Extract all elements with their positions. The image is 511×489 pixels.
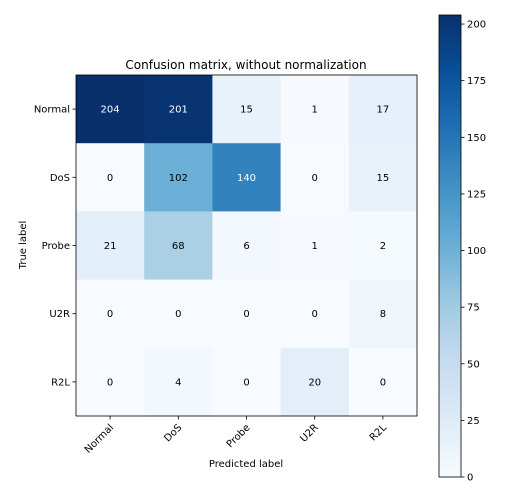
- cell-value-label: 0: [107, 309, 113, 320]
- heatmap-cell: [280, 211, 350, 280]
- cell-value-label: 140: [237, 173, 256, 184]
- cell-value-label: 2: [380, 241, 386, 252]
- heatmap-cell: [212, 143, 281, 212]
- heatmap-cell: [76, 211, 145, 280]
- chart-title: Confusion matrix, without normalization: [125, 58, 366, 72]
- heatmap-cell: [212, 211, 281, 280]
- heatmap-cell: [76, 347, 145, 417]
- colorbar-tick-label: 200: [467, 20, 486, 31]
- x-tick-label: R2L: [368, 422, 389, 443]
- cell-value-label: 204: [101, 105, 120, 116]
- colorbar-tick-label: 175: [467, 76, 486, 87]
- colorbar-tick-label: 50: [467, 359, 480, 370]
- y-tick-label: Normal: [34, 105, 70, 116]
- heatmap-cell: [348, 143, 418, 212]
- y-tick-label: DoS: [50, 173, 70, 184]
- heatmap-cell: [348, 279, 418, 349]
- cell-value-label: 201: [169, 105, 188, 116]
- y-tick-label: U2R: [49, 309, 70, 320]
- heatmap-cell: [144, 279, 213, 349]
- x-tick-label: DoS: [162, 422, 184, 444]
- cell-value-label: 102: [169, 173, 188, 184]
- x-tick-label: U2R: [298, 422, 320, 444]
- x-tick-label: Probe: [225, 422, 253, 450]
- cell-value-label: 0: [107, 173, 113, 184]
- colorbar-tick-label: 0: [467, 473, 473, 484]
- y-axis-ticks: Normal DoS Probe U2R R2L: [34, 105, 76, 388]
- colorbar-ticks: 0 25 50 75 100 125 150 175 200: [461, 20, 486, 484]
- x-axis-ticks: Normal DoS Probe U2R R2L: [83, 416, 389, 456]
- cell-value-label: 6: [243, 241, 249, 252]
- cell-value-label: 17: [377, 105, 390, 116]
- colorbar-tick-label: 100: [467, 246, 486, 257]
- cell-value-label: 0: [312, 173, 318, 184]
- colorbar-tick-label: 125: [467, 189, 486, 200]
- cell-value-label: 8: [380, 309, 386, 320]
- x-axis-label: Predicted label: [209, 459, 283, 470]
- heatmap-cell: [280, 279, 350, 349]
- heatmap-cells: [76, 75, 418, 417]
- heatmap-cell: [212, 279, 281, 349]
- colorbar-tick-label: 150: [467, 133, 486, 144]
- heatmap-cell: [280, 143, 350, 212]
- cell-value-label: 0: [380, 377, 386, 388]
- colorbar-tick-label: 75: [467, 303, 480, 314]
- heatmap-cell: [76, 279, 145, 349]
- heatmap-cell: [76, 75, 145, 144]
- cell-value-label: 68: [172, 241, 185, 252]
- cell-value-label: 0: [312, 309, 318, 320]
- colorbar-tick-label: 25: [467, 416, 480, 427]
- cell-value-label: 0: [243, 309, 249, 320]
- heatmap-cell: [280, 347, 350, 417]
- heatmap-cell: [212, 75, 281, 144]
- heatmap-cell: [348, 75, 418, 144]
- heatmap-cell: [280, 75, 350, 144]
- heatmap-cell: [212, 347, 281, 417]
- cell-value-label: 1: [312, 105, 318, 116]
- cell-value-label: 0: [175, 309, 181, 320]
- heatmap-cell: [144, 211, 213, 280]
- heatmap-cell: [348, 347, 418, 417]
- cell-value-label: 0: [243, 377, 249, 388]
- cell-value-label: 21: [104, 241, 117, 252]
- y-axis-label: True label: [18, 221, 29, 271]
- cell-value-label: 1: [312, 241, 318, 252]
- heatmap-cell: [144, 75, 213, 144]
- cell-value-label: 15: [240, 105, 253, 116]
- y-tick-label: Probe: [42, 241, 70, 252]
- colorbar: [438, 14, 462, 478]
- cell-value-label: 4: [175, 377, 181, 388]
- heatmap-cell: [144, 347, 213, 417]
- cell-value-label: 0: [107, 377, 113, 388]
- heatmap-cell: [348, 211, 418, 280]
- heatmap-cell: [144, 143, 213, 212]
- y-tick-label: R2L: [51, 377, 70, 388]
- cell-value-label: 20: [308, 377, 321, 388]
- heatmap-cell: [76, 143, 145, 212]
- cell-value-label: 15: [377, 173, 390, 184]
- x-tick-label: Normal: [83, 422, 116, 455]
